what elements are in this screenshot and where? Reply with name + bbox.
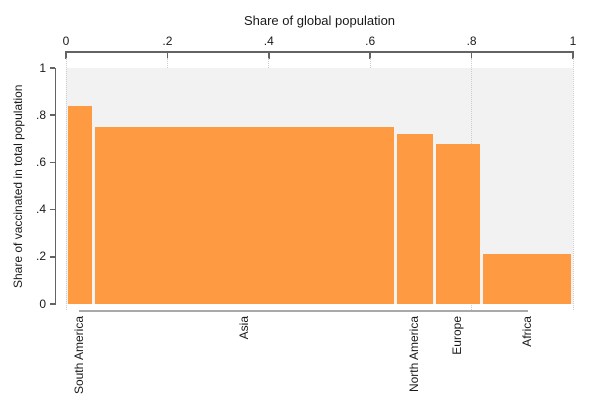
x-tick-mark	[470, 51, 473, 59]
x-tick-mark	[65, 51, 67, 59]
y-axis-line	[54, 68, 56, 305]
x-axis-line	[65, 51, 574, 53]
x-gridline	[166, 58, 168, 68]
x-gridline	[369, 58, 371, 68]
category-label-europe: Europe	[450, 316, 465, 355]
y-tick-label: 1	[39, 60, 46, 75]
y-tick-mark	[49, 303, 55, 305]
x-tick-label: .8	[466, 34, 477, 48]
category-label-south-america: South America	[72, 316, 87, 395]
category-label-africa: Africa	[519, 316, 534, 347]
x-tick-mark	[572, 51, 574, 59]
x-tick-mark	[166, 51, 169, 59]
y-tick-label: .6	[35, 154, 46, 169]
y-tick-mark	[49, 256, 55, 258]
y-tick-mark	[49, 208, 55, 211]
x-tick-label: .6	[365, 34, 376, 48]
y-tick-label: .2	[35, 249, 46, 264]
category-label-north-america: North America	[407, 316, 422, 393]
x-tick-label: 0	[62, 34, 70, 48]
category-axis-line	[79, 310, 529, 312]
x-tick-mark	[369, 51, 371, 59]
y-tick-label: .4	[35, 202, 46, 217]
y-tick-mark	[49, 114, 55, 116]
x-axis-title: Share of global population	[243, 13, 396, 28]
x-tick-label: .4	[263, 34, 274, 48]
x-gridline	[268, 58, 270, 68]
category-label-asia: Asia	[237, 316, 252, 340]
x-tick-label: .2	[162, 34, 173, 48]
y-tick-mark	[49, 161, 55, 164]
y-axis-title: Share of vaccinated in total population	[11, 84, 25, 288]
x-tick-mark	[268, 51, 270, 59]
y-tick-label: 0	[39, 296, 46, 311]
plot-area	[66, 68, 573, 304]
y-tick-mark	[49, 67, 55, 69]
x-tick-label: 1	[569, 34, 577, 48]
y-tick-label: .8	[35, 107, 46, 122]
